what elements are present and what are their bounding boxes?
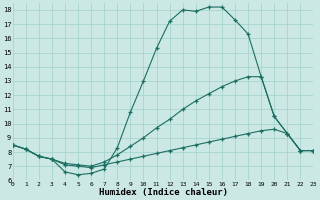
X-axis label: Humidex (Indice chaleur): Humidex (Indice chaleur)	[99, 188, 228, 197]
